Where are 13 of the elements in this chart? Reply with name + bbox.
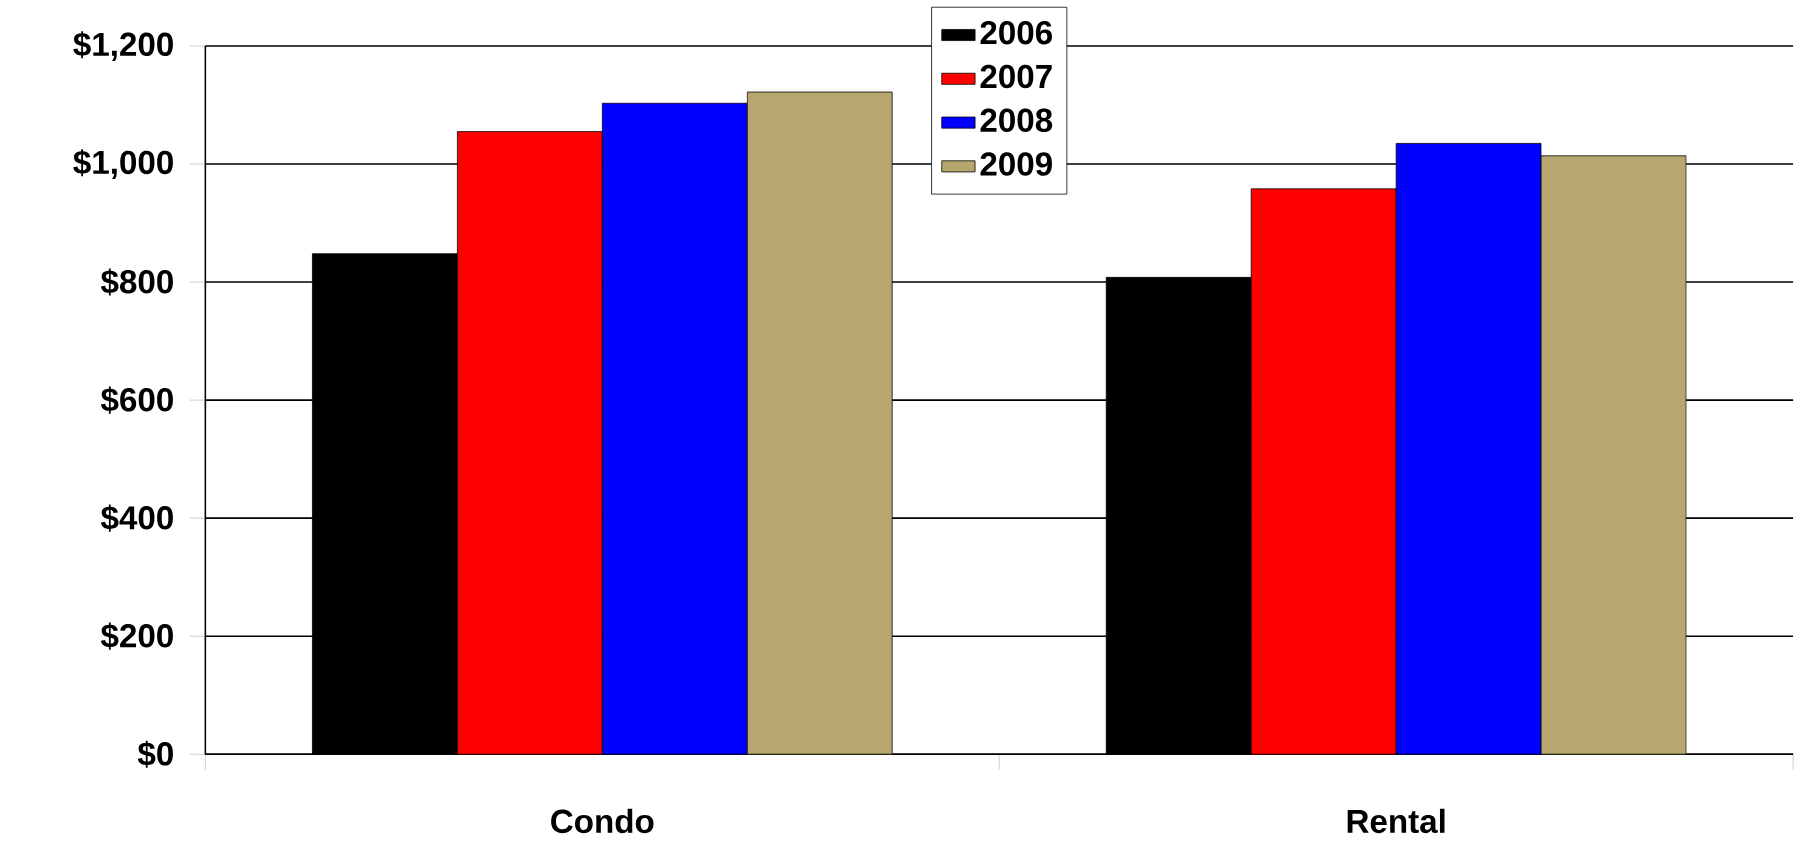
x-tick-label: Rental (1347, 808, 1445, 833)
y-tick-label: $400 (100, 504, 173, 532)
y-tick-label: $0 (137, 740, 173, 768)
y-tick-label: $800 (100, 268, 173, 296)
legend-label: 2009 (980, 152, 1052, 176)
x-tick-label: Condo (551, 808, 654, 833)
y-tick-label: $1,200 (73, 30, 173, 61)
y-tick-label: $600 (100, 386, 173, 414)
y-tick-label: $1,000 (73, 148, 173, 179)
legend-label: 2006 (980, 20, 1052, 45)
legend-label: 2007 (980, 64, 1052, 89)
legend-label: 2008 (980, 108, 1053, 132)
y-tick-label: $200 (100, 622, 173, 650)
